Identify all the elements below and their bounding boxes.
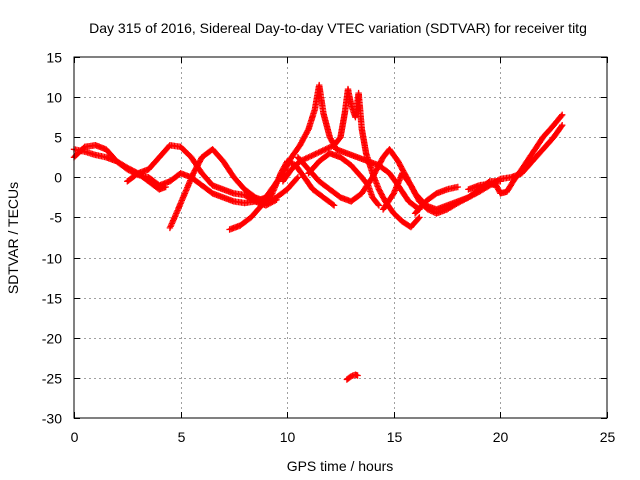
series-sat-m xyxy=(343,371,361,383)
data-point xyxy=(354,372,361,379)
data-point xyxy=(318,148,325,155)
x-axis-label: GPS time / hours xyxy=(287,458,394,474)
data-point xyxy=(424,206,432,213)
x-tick-label: 10 xyxy=(280,429,296,445)
series-sat-d xyxy=(166,146,302,232)
y-tick-label: 5 xyxy=(54,130,62,146)
data-point xyxy=(558,123,565,130)
series-sat-g xyxy=(279,85,423,231)
data-point xyxy=(302,155,309,162)
data-point xyxy=(309,152,316,159)
series-sat-b xyxy=(70,142,169,193)
series-sat-c xyxy=(124,142,280,209)
data-point xyxy=(454,183,461,191)
y-tick-label: -25 xyxy=(42,371,62,387)
data-point xyxy=(187,177,194,184)
data-point xyxy=(495,176,503,183)
y-tick-label: -20 xyxy=(42,331,62,347)
data-point xyxy=(330,202,338,209)
data-point xyxy=(323,145,331,152)
data-point xyxy=(375,202,383,209)
data-points xyxy=(70,81,566,383)
series-sat-k xyxy=(465,111,566,197)
grid xyxy=(74,57,607,418)
y-axis-label: SDTVAR / TECUs xyxy=(5,182,21,294)
x-tick-label: 20 xyxy=(493,429,509,445)
data-point xyxy=(559,111,566,118)
x-tick-label: 0 xyxy=(71,429,79,445)
data-point xyxy=(558,112,565,120)
data-point xyxy=(328,143,335,150)
y-tick-label: 10 xyxy=(46,90,62,106)
y-tick-label: 0 xyxy=(54,170,62,186)
data-point xyxy=(315,149,322,156)
data-point xyxy=(416,214,423,221)
data-point xyxy=(374,201,382,208)
data-point xyxy=(305,154,312,161)
plot-frame xyxy=(73,56,608,419)
series-sat-l xyxy=(411,183,461,217)
data-point xyxy=(415,215,422,222)
y-tick-label: -30 xyxy=(42,411,62,427)
data-point xyxy=(173,208,181,216)
y-tick-label: -10 xyxy=(42,251,62,267)
data-point xyxy=(393,183,400,190)
x-tick-label: 25 xyxy=(600,429,616,445)
data-point xyxy=(311,151,318,158)
y-tick-label: -15 xyxy=(42,291,62,307)
data-point xyxy=(294,174,302,181)
data-point xyxy=(559,122,566,129)
data-point xyxy=(180,193,187,200)
data-point xyxy=(293,175,301,182)
y-tick-label: 15 xyxy=(46,50,62,66)
chart-title: Day 315 of 2016, Sidereal Day-to-day VTE… xyxy=(89,20,587,36)
series-sat-i xyxy=(305,150,383,209)
x-tick-label: 5 xyxy=(178,429,186,445)
data-point xyxy=(322,146,329,153)
x-tick-label: 15 xyxy=(387,429,403,445)
data-point xyxy=(429,208,436,215)
axis-ticks: 0 5 10 15 20 25 -30 -25 -20 -15 -10 -5 0 5 10 15 xyxy=(42,50,616,446)
series-sat-f xyxy=(262,81,423,213)
data-point xyxy=(329,201,337,208)
data-point xyxy=(162,183,169,191)
data-point xyxy=(430,208,437,216)
y-tick-label: -5 xyxy=(50,210,63,226)
